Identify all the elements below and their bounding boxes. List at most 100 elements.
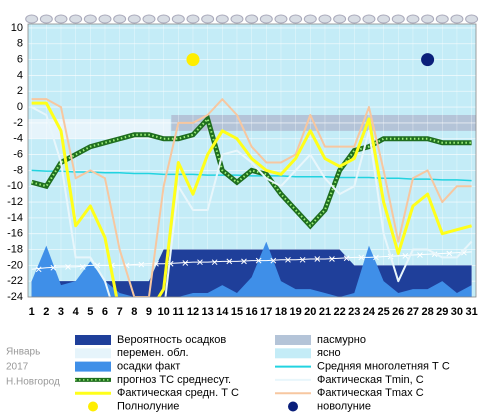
area <box>31 241 472 297</box>
cloud-icon <box>127 14 141 24</box>
forecast-dots <box>31 116 472 228</box>
cross-marker <box>446 250 453 257</box>
legend-swatch <box>288 401 298 412</box>
moon-marker <box>186 53 200 67</box>
x-tick-label: 25 <box>377 306 389 318</box>
x-tick-label: 13 <box>202 306 214 318</box>
y-tick-label: 8 <box>17 38 23 50</box>
plot-area <box>28 24 476 297</box>
x-tick-label: 28 <box>421 306 433 318</box>
cloud-icon <box>347 14 361 24</box>
y-tick-label: -18 <box>7 243 23 255</box>
legend-swatch <box>75 348 111 359</box>
legend-swatch <box>275 335 311 345</box>
cross-marker <box>79 264 86 270</box>
cloud-icon <box>465 14 479 24</box>
cross-marker <box>402 252 409 259</box>
cross-marker <box>182 260 189 266</box>
cross-marker <box>358 254 365 261</box>
cloud-icon <box>450 14 464 24</box>
y-tick-label: 10 <box>11 22 23 34</box>
legend-label: ясно <box>317 347 341 359</box>
y-tick-label: 6 <box>17 54 23 66</box>
y-tick-label: -6 <box>13 148 23 160</box>
x-tick-label: 1 <box>29 306 35 318</box>
x-tick-label: 31 <box>465 306 477 318</box>
cross-marker <box>475 249 476 255</box>
cross-marker <box>197 259 203 266</box>
x-tick-label: 15 <box>231 306 243 318</box>
cloud-icon <box>421 14 435 24</box>
temperature-line <box>31 169 472 182</box>
cloud-icon <box>171 14 185 24</box>
temperature-line <box>31 101 472 297</box>
y-tick-label: -10 <box>7 180 23 192</box>
cross-marker <box>138 261 145 268</box>
x-tick-label: 30 <box>451 306 463 318</box>
x-tick-label: 20 <box>304 306 316 318</box>
x-tick-label: 10 <box>158 306 170 318</box>
cloud-icon <box>113 14 127 24</box>
y-tick-label: 2 <box>17 85 23 97</box>
cross-marker <box>65 264 71 270</box>
x-tick-label: 22 <box>333 306 345 318</box>
y-tick-label: 4 <box>17 69 23 81</box>
cross-marker <box>329 256 335 262</box>
cloud-icon <box>157 14 171 24</box>
cloud-icon <box>289 14 303 24</box>
x-tick-label: 11 <box>172 306 184 318</box>
cloud-icon <box>303 14 317 24</box>
x-tick-label: 3 <box>58 306 64 318</box>
legend-swatch <box>88 401 98 412</box>
watermark: Январь <box>6 347 40 358</box>
y-tick-label: -16 <box>7 228 23 240</box>
y-tick-label: -8 <box>13 164 23 176</box>
cloud-icon <box>98 14 112 24</box>
x-tick-label: 24 <box>363 306 376 318</box>
x-tick-label: 18 <box>275 306 287 318</box>
legend-label: Полнолуние <box>117 400 179 412</box>
temperature-line <box>31 98 472 297</box>
cloud-icon <box>25 14 39 24</box>
legend-label: Фактическая средн. Т С <box>117 387 239 399</box>
x-tick-label: 7 <box>117 306 123 318</box>
legend-label: Фактическая Tmax С <box>317 387 424 399</box>
cross-marker <box>226 258 233 265</box>
cross-marker <box>270 257 277 264</box>
cross-marker <box>343 255 350 262</box>
y-tick-label: -22 <box>7 275 23 287</box>
cross-marker <box>50 264 57 271</box>
legend-label: осадки факт <box>117 361 180 373</box>
cloud-icon <box>215 14 229 24</box>
cloud-icon <box>406 14 420 24</box>
y-tick-label: -20 <box>7 259 23 271</box>
x-tick-label: 5 <box>87 306 93 318</box>
legend-label: пасмурно <box>317 334 366 346</box>
cloud-icon <box>54 14 68 24</box>
watermark: 2017 <box>6 362 29 373</box>
y-tick-label: 0 <box>17 101 23 113</box>
x-tick-label: 14 <box>216 306 229 318</box>
cross-marker <box>417 252 423 258</box>
plot-border <box>27 23 477 298</box>
cloud-icon <box>83 14 97 24</box>
cloud-icon <box>333 14 347 24</box>
cloud-icon <box>259 14 273 24</box>
moon-marker <box>421 53 435 67</box>
x-tick-label: 2 <box>43 306 49 318</box>
legend-swatch <box>275 348 311 359</box>
legend-label: прогноз ТС среднесут. <box>117 374 231 386</box>
y-tick-label: -14 <box>7 212 23 224</box>
cloud-icon <box>142 14 156 24</box>
cloud-icon <box>362 14 376 24</box>
legend-label: новолуние <box>317 400 371 412</box>
cloud-icon <box>69 14 83 24</box>
y-tick-label: -2 <box>13 117 23 129</box>
legend-label: Средняя многолетняя Т С <box>317 361 450 373</box>
cloud-icon <box>274 14 288 24</box>
temperature-line <box>31 106 473 297</box>
y-tick-label: -12 <box>7 196 23 208</box>
cross-marker <box>255 257 262 264</box>
legend-label: Фактическая Tmin, C <box>317 374 424 386</box>
cross-marker <box>373 254 379 261</box>
